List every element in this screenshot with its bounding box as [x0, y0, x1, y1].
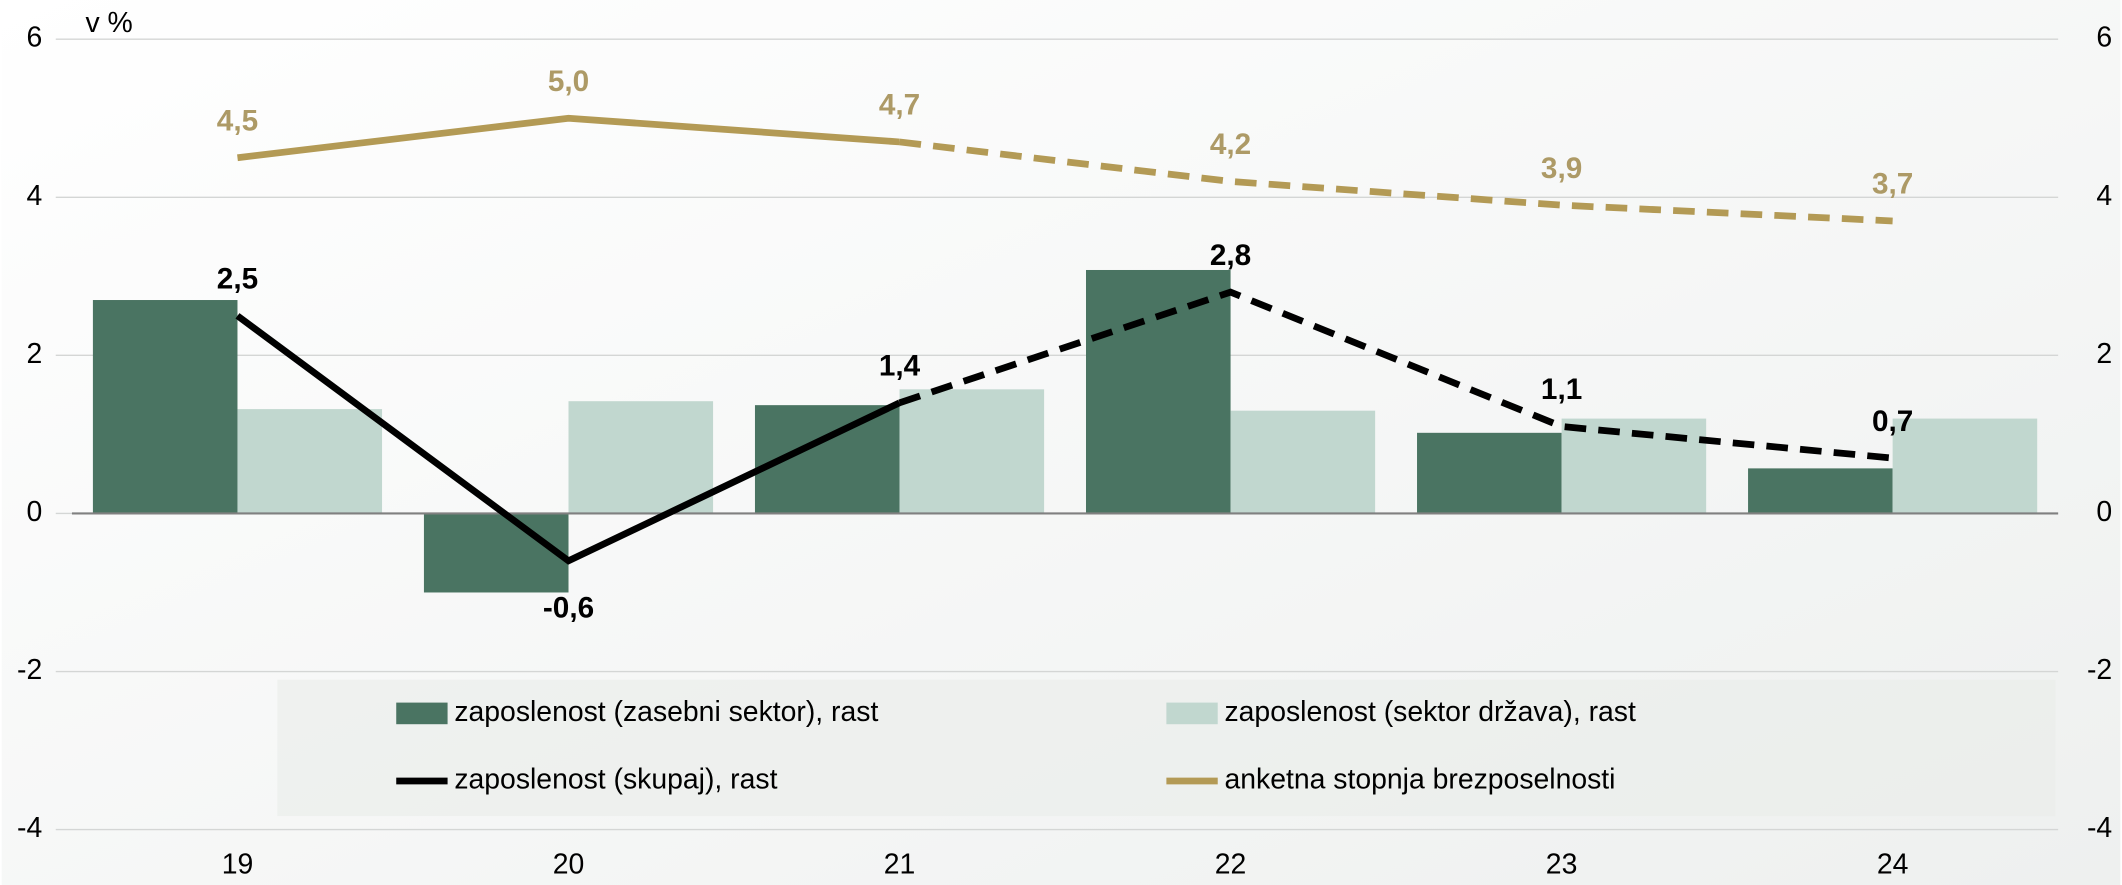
x-tick-label: 24	[1877, 849, 1909, 881]
y-tick-label: -4	[17, 812, 42, 844]
bar	[1748, 468, 1893, 514]
legend-background	[277, 679, 2056, 817]
value-label: 4,7	[879, 89, 920, 122]
legend-label: zaposlenost (skupaj), rast	[454, 763, 777, 795]
legend-swatch	[396, 702, 448, 725]
legend-label: zaposlenost (zasebni sektor), rast	[454, 696, 878, 728]
legend-label: zaposlenost (sektor država), rast	[1224, 696, 1635, 728]
value-label: 4,5	[217, 104, 258, 137]
bar	[423, 513, 569, 593]
y-tick-label: 2	[26, 338, 42, 370]
line	[898, 288, 1893, 462]
y2-tick-label: 0	[2096, 496, 2112, 528]
value-label: -0,6	[543, 591, 594, 624]
bar	[237, 409, 383, 514]
legend-label: anketna stopnja brezposelnosti	[1224, 763, 1615, 795]
y2-tick-label: -2	[2087, 654, 2112, 686]
bar	[1892, 418, 2038, 514]
y2-tick-label: 2	[2096, 338, 2112, 370]
value-label: 1,4	[879, 349, 921, 382]
value-label: 2,8	[1210, 239, 1251, 272]
value-label: 0,7	[1872, 405, 1913, 438]
y2-tick-label: -4	[2087, 812, 2112, 844]
bar	[92, 300, 238, 514]
y-axis-label: v %	[85, 7, 132, 39]
y-tick-label: 6	[26, 22, 42, 54]
y-tick-label: -2	[17, 654, 42, 686]
y2-tick-label: 6	[2096, 22, 2112, 54]
x-tick-label: 22	[1215, 849, 1247, 881]
x-tick-label: 23	[1546, 849, 1578, 881]
line	[235, 313, 901, 565]
x-tick-label: 21	[884, 849, 916, 881]
x-tick-label: 20	[553, 849, 585, 881]
bar	[899, 389, 1045, 514]
value-label: 3,7	[1872, 168, 1913, 201]
bar	[1417, 432, 1562, 514]
bar	[1230, 410, 1376, 514]
y-tick-label: 4	[26, 180, 42, 212]
legend-swatch	[1166, 702, 1218, 725]
value-label: 3,9	[1541, 152, 1582, 185]
value-label: 1,1	[1541, 373, 1582, 406]
value-label: 5,0	[548, 65, 589, 98]
bar	[568, 401, 714, 514]
y2-tick-label: 4	[2096, 180, 2112, 212]
x-tick-label: 19	[222, 849, 254, 881]
line	[899, 138, 1893, 225]
line	[237, 114, 900, 162]
value-label: 2,5	[217, 263, 258, 296]
y-tick-label: 0	[26, 496, 42, 528]
value-label: 4,2	[1210, 128, 1251, 161]
bar	[1085, 269, 1231, 514]
